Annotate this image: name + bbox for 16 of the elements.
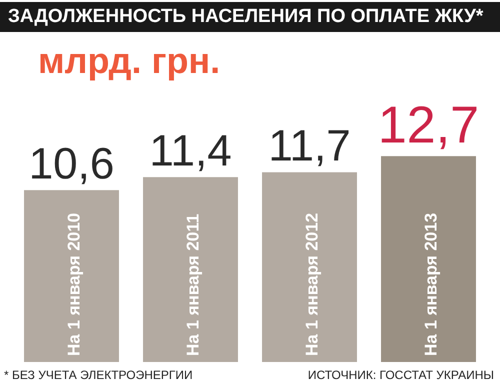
data-label: 10,6 <box>28 139 114 188</box>
chart-subtitle: млрд. грн. <box>38 40 220 82</box>
bar <box>262 172 357 362</box>
bar <box>143 177 238 362</box>
data-label: 11,4 <box>149 126 232 176</box>
text: * БЕЗ УЧЕТА ЭЛЕКТРОЭНЕРГИИ <box>4 368 193 382</box>
data-label: 11,7 <box>268 121 351 170</box>
data-label: 12,7 <box>378 96 480 154</box>
text: ИСТОЧНИК: ГОССТАТ УКРАИНЫ <box>308 368 494 382</box>
x-tick-label: На 1 января 2010 <box>64 212 84 356</box>
x-tick-label: На 1 января 2011 <box>184 214 202 356</box>
x-tick-label: На 1 января 2012 <box>302 212 322 356</box>
bar <box>24 190 119 362</box>
x-tick-label: На 1 января 2013 <box>422 212 440 356</box>
chart-title: ЗАДОЛЖЕННОСТЬ НАСЕЛЕНИЯ ПО ОПЛАТЕ ЖКУ* <box>0 2 500 32</box>
bar <box>381 156 476 362</box>
